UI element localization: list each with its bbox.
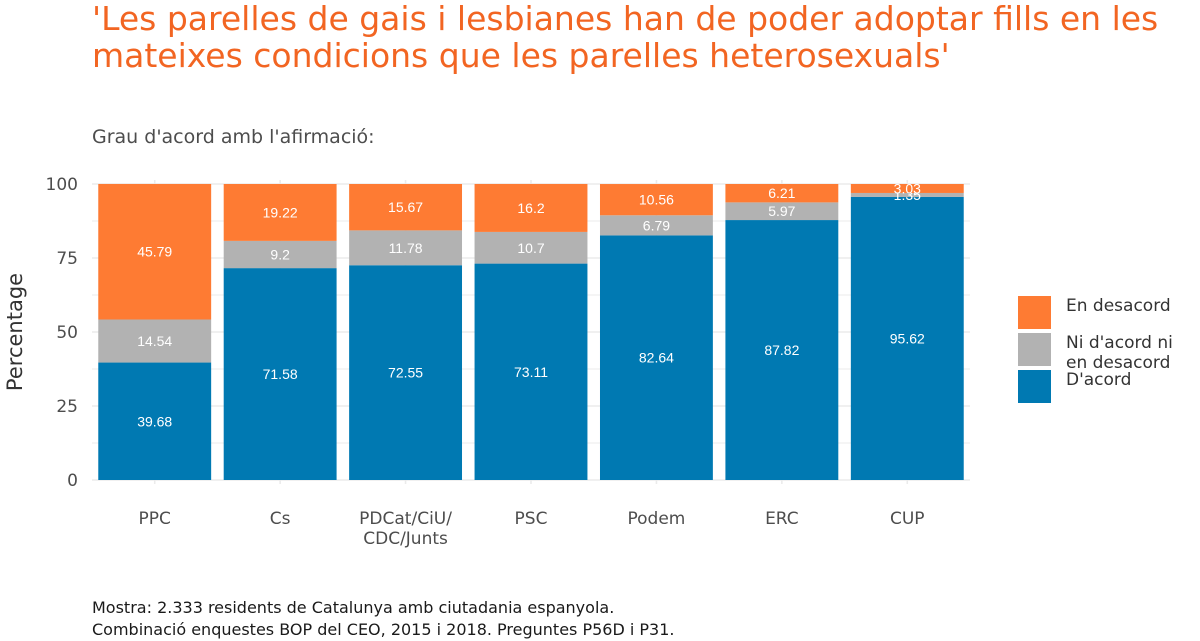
bar-chart: 0 25 50 75 100 Percentage 39.68 14.54 45.79 PPC 71… — [3, 175, 970, 549]
bar-segment — [474, 183, 588, 232]
bar-segment — [599, 215, 713, 236]
bar-segment — [725, 220, 839, 480]
y-tick-label: 100 — [46, 175, 78, 195]
caption-line-2: Combinació enquestes BOP del CEO, 2015 i… — [92, 620, 675, 639]
bar-value-label: 10.56 — [639, 192, 674, 208]
bar-segment — [223, 184, 337, 241]
x-tick-label: PSC — [515, 509, 548, 529]
bar-segment — [223, 240, 337, 269]
bar-segment — [474, 231, 588, 264]
bar-segment — [850, 184, 964, 193]
bar-segment — [850, 196, 964, 481]
x-tick-label: Podem — [627, 509, 685, 529]
x-tick-label: ERC — [765, 509, 799, 529]
legend-swatch-dacord — [1018, 370, 1051, 403]
bar-segment — [98, 319, 212, 363]
bar-value-label: 6.21 — [768, 185, 795, 201]
bar-value-label: 72.55 — [388, 365, 423, 381]
y-tick-label: 25 — [56, 397, 78, 417]
x-tick-label: PDCat/CiU/ — [359, 509, 452, 529]
bar-value-label: 95.62 — [890, 330, 925, 346]
bar-value-label: 39.68 — [137, 413, 172, 429]
x-tick-label: PPC — [139, 509, 171, 529]
bar-segment — [349, 184, 463, 231]
bar-value-label: 11.78 — [389, 240, 423, 256]
bar-segment — [599, 184, 713, 216]
legend-label: En desacord — [1066, 296, 1171, 316]
bar-value-label: 19.22 — [263, 204, 298, 220]
x-tick-label: CDC/Junts — [363, 529, 448, 549]
bar-segment — [599, 235, 713, 480]
bar-value-label: 5.97 — [768, 203, 795, 219]
bar-value-label: 71.58 — [263, 366, 298, 382]
y-tick-label: 75 — [56, 249, 78, 269]
y-axis-title: Percentage — [3, 273, 27, 391]
bar-value-label: 16.2 — [517, 200, 544, 216]
legend-label: D'acord — [1066, 370, 1132, 390]
bar-segment — [850, 192, 964, 197]
bar-value-label: 82.64 — [639, 350, 674, 366]
bar-value-label: 3.03 — [894, 180, 921, 196]
bar-value-label: 15.67 — [388, 199, 423, 215]
x-tick-label: Cs — [270, 509, 291, 529]
caption-line-1: Mostra: 2.333 residents de Catalunya amb… — [92, 598, 615, 617]
y-tick-label: 50 — [56, 323, 78, 343]
bar-value-label: 73.11 — [514, 364, 548, 380]
x-tick-label: CUP — [890, 509, 925, 529]
bar-value-label: 14.54 — [137, 333, 172, 349]
legend-swatch-ni-ni — [1018, 333, 1051, 366]
bar-segment — [98, 183, 212, 320]
legend-swatch-en-desacord — [1018, 296, 1051, 329]
bar-segment — [223, 268, 337, 480]
bar-segment — [98, 362, 212, 480]
legend-label: Ni d'acord ni en desacord — [1066, 333, 1173, 373]
bar-value-label: 9.2 — [270, 247, 290, 263]
chart-subtitle: Grau d'acord amb l'afirmació: — [92, 126, 375, 148]
bar-value-label: 45.79 — [137, 244, 172, 260]
bar-segment — [725, 202, 839, 221]
bar-segment — [349, 265, 463, 480]
bar-segment — [349, 230, 463, 266]
bar-segment — [474, 263, 588, 480]
chart-caption: Mostra: 2.333 residents de Catalunya amb… — [92, 597, 675, 641]
y-tick-label: 0 — [67, 471, 78, 491]
chart-title: 'Les parelles de gais i lesbianes han de… — [92, 0, 1159, 75]
bar-value-label: 6.79 — [643, 217, 670, 233]
bar-value-label: 87.82 — [764, 342, 799, 358]
bar-segment — [725, 184, 839, 203]
bar-value-label: 10.7 — [517, 240, 544, 256]
